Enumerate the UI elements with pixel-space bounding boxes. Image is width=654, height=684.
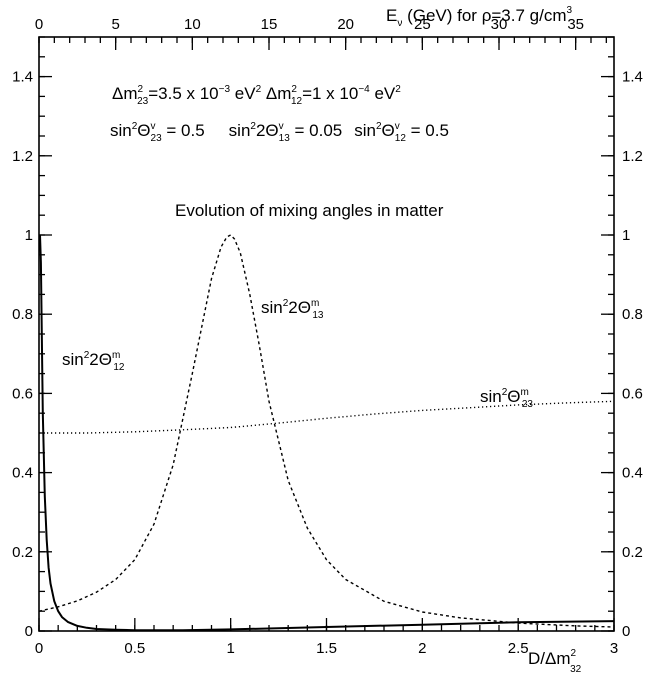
mass-annotation: Δm2 23=3.5 x 10−3 eV2 Δm2 12=1 x 10−4 eV2 <box>112 84 401 107</box>
x-tick-label: 0.5 <box>124 640 145 657</box>
top-tick-label: 0 <box>35 16 43 33</box>
y-tick-label-left: 0.2 <box>12 544 33 561</box>
series-line-theta13 <box>38 234 615 628</box>
series-line-theta12 <box>39 234 615 632</box>
y-tick-label-left: 0 <box>25 623 33 640</box>
x-tick-label: 1.5 <box>316 640 337 657</box>
series-label-theta23: sin2Θm 23 <box>480 387 533 410</box>
series-label-theta13: sin22Θm 13 <box>261 298 324 321</box>
y-tick-label-left: 0.6 <box>12 385 33 402</box>
y-tick-label-left: 1.2 <box>12 148 33 165</box>
y-tick-label-left: 1 <box>25 227 33 244</box>
top-tick-label: 15 <box>261 16 278 33</box>
x-axis-title: D/Δm2 32 <box>528 648 582 675</box>
y-tick-label-right: 0.4 <box>622 465 643 482</box>
y-tick-label-right: 1.2 <box>622 148 643 165</box>
top-tick-label: 5 <box>111 16 119 33</box>
y-tick-label-left: 0.8 <box>12 306 33 323</box>
top-tick-label: 10 <box>184 16 201 33</box>
top-tick-label: 35 <box>567 16 584 33</box>
y-tick-label-right: 0.6 <box>622 385 643 402</box>
y-tick-label-right: 1 <box>622 227 630 244</box>
series-label-theta12: sin22Θm 12 <box>62 350 125 373</box>
y-tick-label-right: 0.2 <box>622 544 643 561</box>
y-tick-label-right: 0.8 <box>622 306 643 323</box>
y-tick-label-right: 1.4 <box>622 69 643 86</box>
y-tick-label-left: 1.4 <box>12 69 33 86</box>
y-tick-label-right: 0 <box>622 623 630 640</box>
series-line-theta23 <box>39 400 615 434</box>
top-axis-title: Eν (GeV) for ρ=3.7 g/cm3 <box>386 5 572 29</box>
x-tick-label: 2 <box>418 640 426 657</box>
top-tick-label: 20 <box>337 16 354 33</box>
x-tick-label: 2.5 <box>508 640 529 657</box>
series-lines <box>38 234 615 632</box>
tick-labels: 0 0.5 1 1.5 2 2.5 30 5 10 15 20 25 30 350 00.2 0.20.4 0.… <box>12 16 643 657</box>
y-tick-label-left: 0.4 <box>12 465 33 482</box>
top-tick-label: 25 <box>414 16 431 33</box>
chart-subtitle: Evolution of mixing angles in matter <box>175 201 444 220</box>
top-tick-label: 30 <box>491 16 508 33</box>
x-tick-label: 1 <box>226 640 234 657</box>
x-tick-label: 3 <box>610 640 618 657</box>
x-tick-label: 0 <box>35 640 43 657</box>
angle-annotation: sin2Θv 23 = 0.5 sin22Θv 13 = 0.05 sin2Θv 12 =… <box>110 121 449 144</box>
